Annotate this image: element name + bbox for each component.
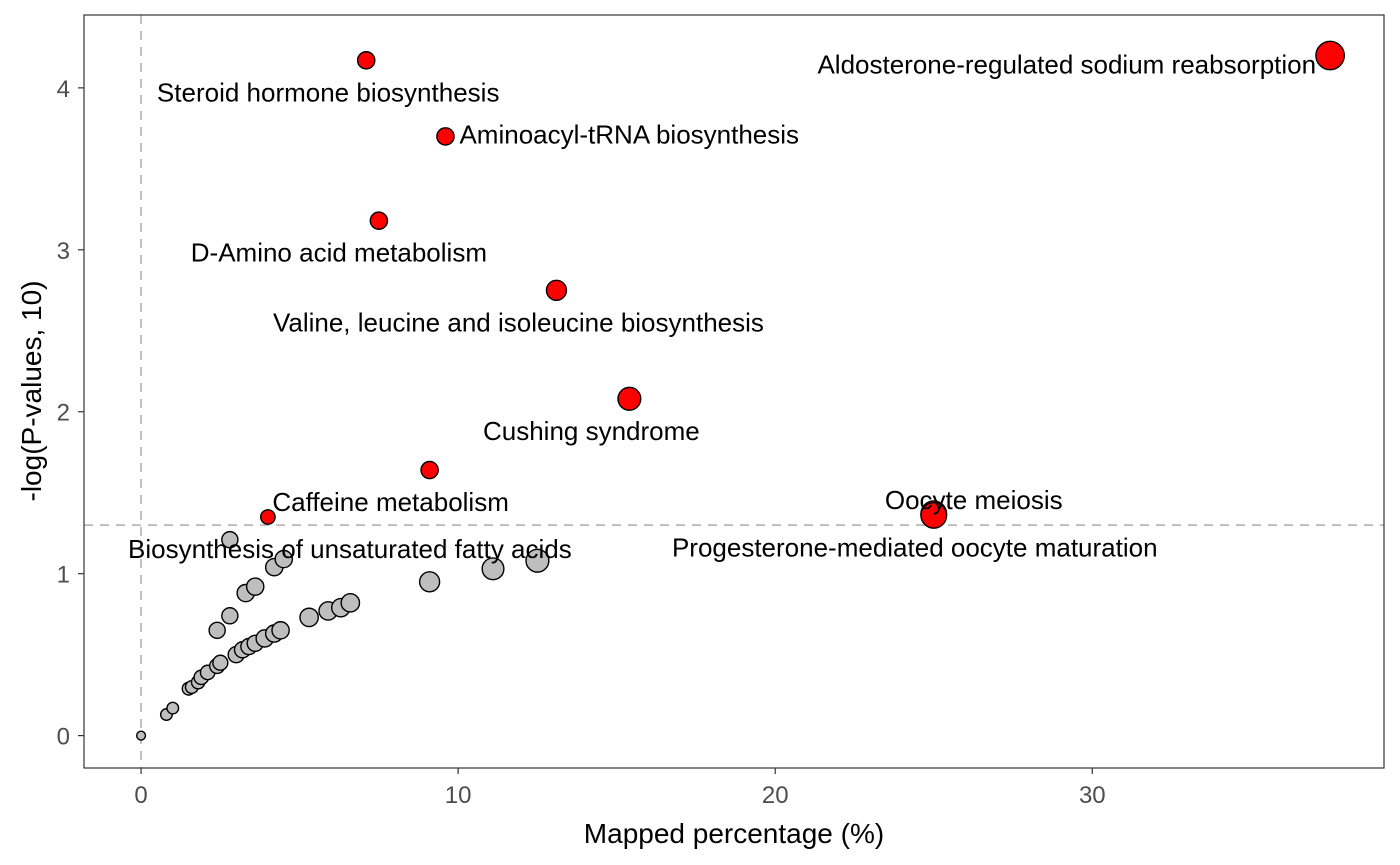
point-label: Aldosterone-regulated sodium reabsorptio… (817, 49, 1316, 79)
data-point (245, 577, 265, 596)
data-point (525, 548, 550, 573)
y-tick-label: 0 (57, 724, 70, 751)
point-label: Valine, leucine and isoleucine biosynthe… (273, 307, 764, 337)
plot-panel-border (83, 14, 1385, 769)
point-label: Biosynthesis of unsaturated fatty acids (128, 534, 572, 564)
point-label: Caffeine metabolism (272, 487, 509, 517)
significant-point (260, 509, 276, 525)
point-label: Aminoacyl-tRNA biosynthesis (459, 119, 799, 149)
significant-point (356, 51, 376, 70)
data-point (481, 557, 505, 581)
x-axis-title: Mapped percentage (%) (584, 818, 884, 849)
y-tick-label: 2 (57, 400, 70, 427)
x-tick-label: 30 (1079, 782, 1106, 809)
point-label: Steroid hormone biosynthesis (157, 77, 500, 107)
y-axis-title: -log(P-values, 10) (16, 281, 47, 502)
data-point (208, 621, 226, 640)
significant-point (1315, 40, 1345, 71)
point-label: Cushing syndrome (483, 416, 700, 446)
significant-point (920, 501, 948, 529)
point-labels: Aldosterone-regulated sodium reabsorptio… (128, 49, 1316, 564)
y-tick-label: 1 (57, 562, 70, 589)
reference-lines (84, 15, 1384, 768)
data-point (418, 571, 441, 593)
x-tick-label: 0 (134, 782, 147, 809)
point-label: Progesterone-mediated oocyte maturation (672, 532, 1158, 562)
significant-point (436, 127, 455, 146)
significant-point (420, 460, 439, 480)
significant-point (545, 279, 568, 301)
data-point (135, 730, 147, 741)
data-point (299, 607, 319, 628)
data-point (340, 592, 361, 613)
data-point (221, 607, 239, 625)
x-tick-label: 20 (762, 782, 789, 809)
significant-points (260, 40, 1345, 529)
y-tick-label: 3 (57, 238, 70, 265)
point-label: Oocyte meiosis (885, 485, 1063, 515)
significant-point (369, 211, 389, 230)
nonsignificant-points (135, 530, 550, 741)
y-tick-label: 4 (57, 76, 70, 103)
data-point (166, 701, 180, 715)
data-point (221, 530, 239, 549)
significant-point (617, 386, 642, 411)
data-point (212, 654, 229, 671)
data-point (274, 549, 294, 569)
data-point (271, 621, 290, 640)
x-axis: 0 10 20 30 (134, 768, 1106, 809)
point-label: D-Amino acid metabolism (191, 238, 487, 268)
x-tick-label: 10 (445, 782, 472, 809)
y-axis: 0 1 2 3 4 (57, 76, 84, 751)
